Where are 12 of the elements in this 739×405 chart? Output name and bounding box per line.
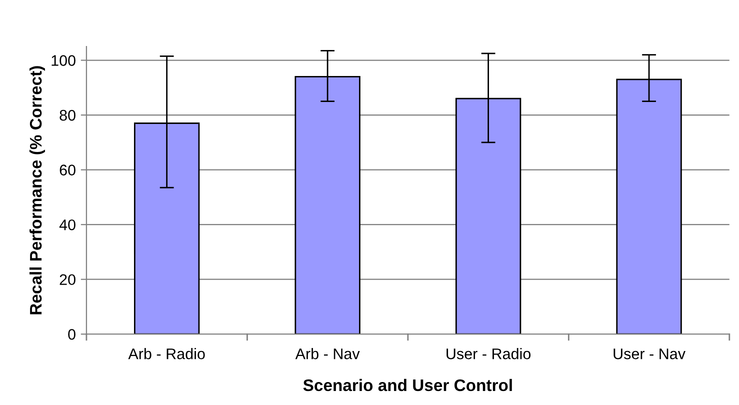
y-tick-label: 60	[60, 164, 76, 176]
x-axis-title: Scenario and User Control	[303, 378, 512, 392]
y-tick-label: 20	[60, 274, 76, 286]
x-tick-label: Arb - Radio	[128, 348, 205, 360]
y-tick-label: 0	[68, 328, 76, 340]
y-tick-label: 100	[52, 55, 76, 66]
y-tick-label: 40	[59, 219, 76, 230]
y-axis-title: Recall Performance (% Correct)	[29, 66, 46, 314]
x-tick-label: User - Radio	[446, 348, 531, 360]
x-tick-label: Arb - Nav	[295, 348, 360, 360]
x-tick-label: User - Nav	[614, 348, 686, 360]
y-tick-label: 80	[60, 110, 76, 121]
